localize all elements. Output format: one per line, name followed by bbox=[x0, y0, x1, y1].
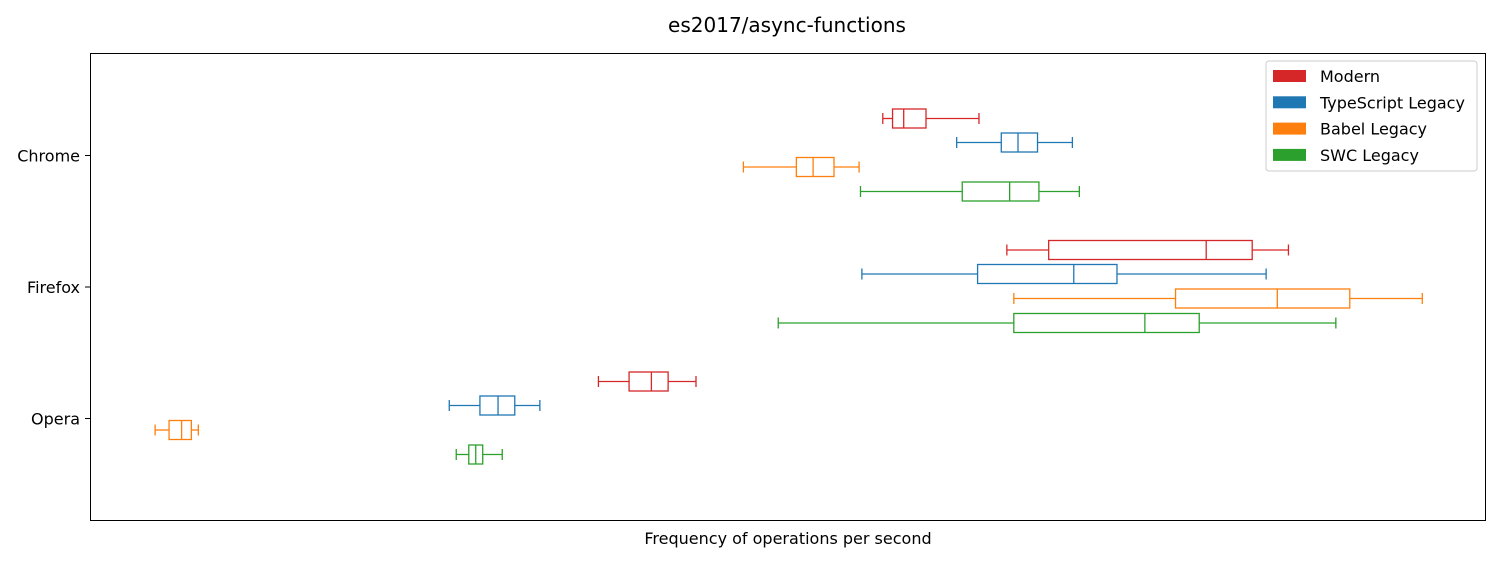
legend-item-swc-legacy: SWC Legacy bbox=[1273, 146, 1419, 165]
legend-swatch bbox=[1273, 148, 1306, 161]
box-modern-firefox bbox=[1006, 239, 1290, 261]
legend-swatch bbox=[1273, 96, 1306, 109]
legend-item-modern: Modern bbox=[1273, 67, 1380, 86]
box-iqr bbox=[168, 419, 193, 441]
boxplot-marks bbox=[154, 108, 1423, 465]
box-iqr bbox=[1013, 312, 1200, 334]
box-swc-legacy-chrome bbox=[859, 181, 1080, 202]
box-typescript-legacy-firefox bbox=[861, 263, 1267, 285]
box-swc-legacy-firefox bbox=[777, 312, 1337, 334]
box-iqr bbox=[628, 371, 669, 392]
legend-swatch bbox=[1273, 122, 1306, 135]
y-tick-label-firefox: Firefox bbox=[27, 278, 80, 297]
legend-item-babel-legacy: Babel Legacy bbox=[1273, 120, 1427, 139]
box-iqr bbox=[1048, 239, 1253, 261]
x-axis-label: Frequency of operations per second bbox=[644, 529, 931, 548]
legend-item-typescript-legacy: TypeScript Legacy bbox=[1273, 93, 1465, 112]
legend-label: Babel Legacy bbox=[1320, 120, 1427, 139]
box-typescript-legacy-opera bbox=[448, 395, 541, 416]
chart-title: es2017/async-functions bbox=[668, 13, 906, 37]
legend-swatch bbox=[1273, 70, 1306, 82]
box-iqr bbox=[961, 181, 1040, 202]
box-modern-chrome bbox=[882, 108, 980, 129]
legend-label: Modern bbox=[1320, 67, 1380, 86]
legend-label: SWC Legacy bbox=[1320, 146, 1419, 165]
box-swc-legacy-opera bbox=[455, 444, 503, 465]
box-iqr bbox=[891, 108, 927, 129]
box-iqr bbox=[1000, 132, 1039, 153]
box-iqr bbox=[479, 395, 516, 416]
legend: Modern TypeScript Legacy Babel Legacy SWC L… bbox=[1265, 60, 1478, 172]
box-babel-legacy-firefox bbox=[1013, 288, 1423, 309]
y-axis: Chrome Firefox Opera bbox=[17, 147, 91, 429]
box-iqr bbox=[976, 263, 1118, 285]
y-tick-label-chrome: Chrome bbox=[17, 147, 80, 166]
legend-frame bbox=[1265, 60, 1478, 172]
y-tick-label-opera: Opera bbox=[31, 410, 80, 429]
legend-label: TypeScript Legacy bbox=[1319, 93, 1465, 112]
box-iqr bbox=[795, 156, 835, 178]
box-babel-legacy-opera bbox=[154, 419, 199, 441]
box-typescript-legacy-chrome bbox=[956, 132, 1074, 153]
box-iqr bbox=[1174, 288, 1351, 309]
box-modern-opera bbox=[597, 371, 697, 392]
box-babel-legacy-chrome bbox=[742, 156, 860, 178]
